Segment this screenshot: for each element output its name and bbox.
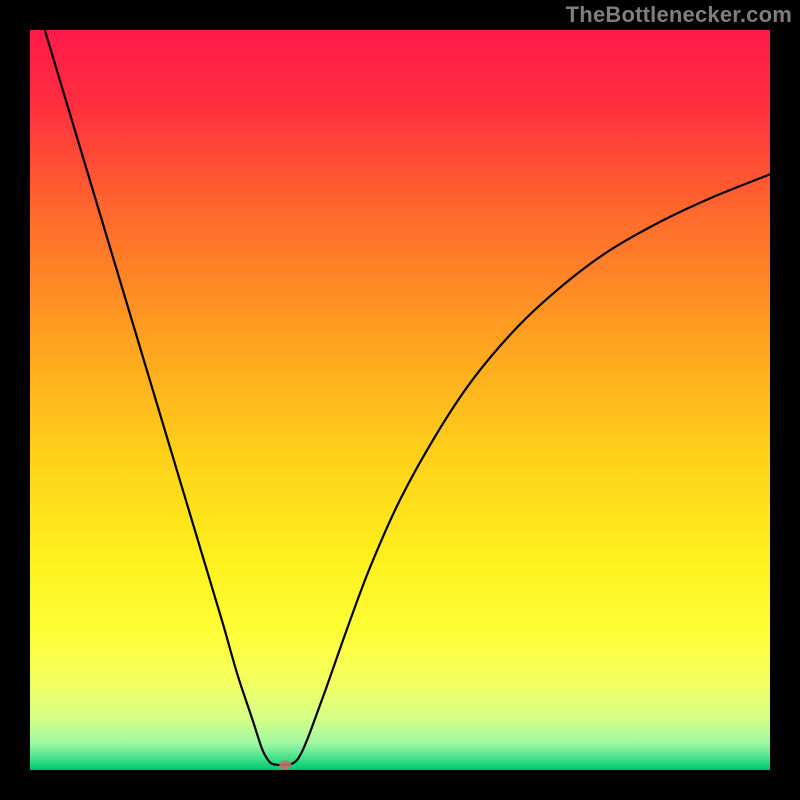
watermark-text: TheBottlenecker.com [566, 2, 792, 28]
chart-background [30, 30, 770, 770]
plot-area [30, 30, 770, 770]
optimum-marker [279, 760, 291, 769]
chart-frame: TheBottlenecker.com [0, 0, 800, 800]
chart-svg [30, 30, 770, 770]
